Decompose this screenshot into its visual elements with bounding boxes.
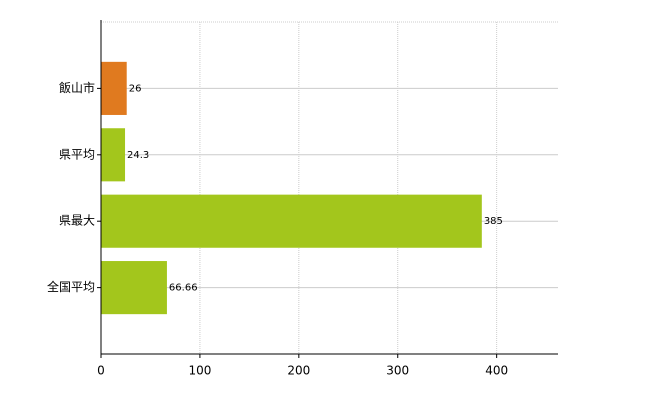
y-tick-label: 県平均 [59,147,95,161]
value-label: 385 [484,216,503,227]
value-label: 26 [129,83,142,94]
x-tick-label: 200 [287,364,310,378]
x-tick-label: 0 [97,364,105,378]
bar [101,61,127,115]
bar [101,261,167,315]
x-tick-label: 400 [485,364,508,378]
bar [101,128,126,182]
value-label: 66.66 [169,283,198,294]
x-tick-label: 300 [386,364,409,378]
y-tick-label: 全国平均 [47,279,95,294]
y-tick-label: 飯山市 [59,80,95,95]
x-tick-label: 100 [188,364,211,378]
y-tick-label: 県最大 [59,214,95,228]
bar [101,194,482,248]
value-label: 24.3 [127,150,149,161]
